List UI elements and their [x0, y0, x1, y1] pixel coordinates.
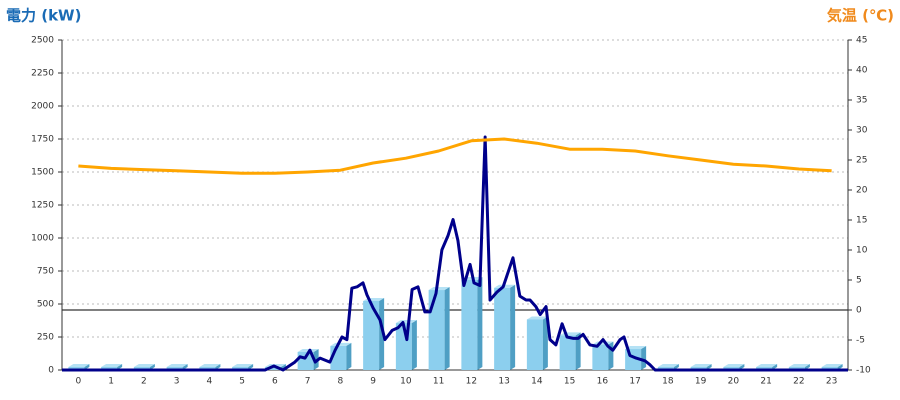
bar-front — [461, 280, 478, 370]
bar-top — [756, 364, 778, 367]
x-tick-label: 12 — [466, 377, 477, 387]
bar-front — [264, 367, 281, 370]
y-tick-label: 1250 — [31, 201, 54, 211]
y-tick-label: 500 — [37, 300, 54, 310]
bar — [461, 277, 483, 370]
y2-tick-label: 35 — [856, 96, 867, 106]
x-tick-label: 2 — [141, 377, 147, 387]
y2-tick-label: 25 — [856, 156, 867, 166]
bar-top — [821, 364, 843, 367]
y-tick-label: 2500 — [31, 36, 54, 46]
x-tick-label: 18 — [662, 377, 674, 387]
bar — [494, 284, 516, 370]
y2-tick-label: 0 — [856, 306, 862, 316]
bar-front — [526, 319, 543, 370]
bar-top — [68, 364, 90, 367]
x-tick-label: 16 — [597, 377, 609, 387]
bar-top — [330, 342, 352, 346]
x-tick-label: 3 — [174, 377, 180, 387]
bar-front — [494, 287, 511, 370]
y-tick-label: 750 — [37, 267, 54, 277]
bar — [363, 298, 385, 370]
x-tick-label: 20 — [728, 377, 740, 387]
bar — [297, 348, 319, 370]
bar-side — [444, 287, 450, 370]
x-tick-label: 9 — [370, 377, 376, 387]
x-tick-label: 15 — [564, 377, 575, 387]
y2-tick-label: 5 — [856, 276, 862, 286]
bar-side — [542, 316, 548, 370]
y-tick-label: 2250 — [31, 69, 54, 79]
bar-top — [625, 346, 647, 350]
bar-front — [428, 290, 445, 370]
bar-side — [411, 320, 417, 370]
line — [78, 137, 832, 175]
line — [62, 135, 848, 372]
bar-side — [379, 298, 385, 370]
bar-side — [510, 284, 516, 370]
y2-tick-label: -10 — [856, 366, 871, 376]
y2-tick-label: 15 — [856, 216, 867, 226]
bar — [526, 316, 548, 370]
x-tick-label: 21 — [760, 377, 771, 387]
bar-top — [232, 364, 254, 367]
bar-top — [101, 364, 123, 367]
y-tick-label: 0 — [48, 366, 54, 376]
x-tick-label: 7 — [305, 377, 311, 387]
bar-top — [690, 364, 712, 367]
x-tick-label: 1 — [108, 377, 114, 387]
y2-tick-label: 30 — [856, 126, 868, 136]
x-tick-label: 11 — [433, 377, 444, 387]
y-tick-label: 1000 — [31, 234, 54, 244]
y-tick-label: 2000 — [31, 102, 54, 112]
x-tick-label: 19 — [695, 377, 707, 387]
y2-tick-label: 40 — [856, 66, 868, 76]
right-axis-title: 気温 (℃) — [827, 7, 894, 25]
bar-top — [788, 364, 810, 367]
y-tick-label: 1750 — [31, 135, 54, 145]
bar-front — [363, 301, 380, 370]
bar-top — [526, 316, 548, 320]
x-tick-label: 5 — [239, 377, 245, 387]
y-tick-label: 250 — [37, 333, 54, 343]
x-tick-label: 8 — [338, 377, 344, 387]
bar-front — [592, 344, 609, 370]
bar-top — [166, 364, 188, 367]
bar-side — [575, 332, 581, 370]
y2-tick-label: 45 — [856, 36, 867, 46]
bar-top — [199, 364, 221, 367]
bar-top — [428, 287, 450, 291]
bar-side — [477, 277, 483, 370]
y2-tick-label: -5 — [856, 336, 865, 346]
bar-top — [657, 364, 679, 367]
bar — [428, 287, 450, 370]
y2-tick-label: 10 — [856, 246, 868, 256]
y2-tick-label: 20 — [856, 186, 868, 196]
x-tick-label: 22 — [793, 377, 804, 387]
bar-top — [723, 364, 745, 367]
bar-side — [346, 342, 352, 370]
x-tick-label: 10 — [400, 377, 412, 387]
x-tick-label: 17 — [629, 377, 640, 387]
bar-top — [133, 364, 155, 367]
bar-side — [641, 346, 647, 370]
x-tick-label: 0 — [76, 377, 82, 387]
chart-title: 電力 (kW) — [6, 7, 81, 25]
x-tick-label: 6 — [272, 377, 278, 387]
x-tick-label: 4 — [207, 377, 213, 387]
x-tick-label: 23 — [826, 377, 837, 387]
x-tick-label: 14 — [531, 377, 543, 387]
y-tick-label: 1500 — [31, 168, 54, 178]
bar-front — [559, 335, 576, 370]
x-tick-label: 13 — [498, 377, 509, 387]
